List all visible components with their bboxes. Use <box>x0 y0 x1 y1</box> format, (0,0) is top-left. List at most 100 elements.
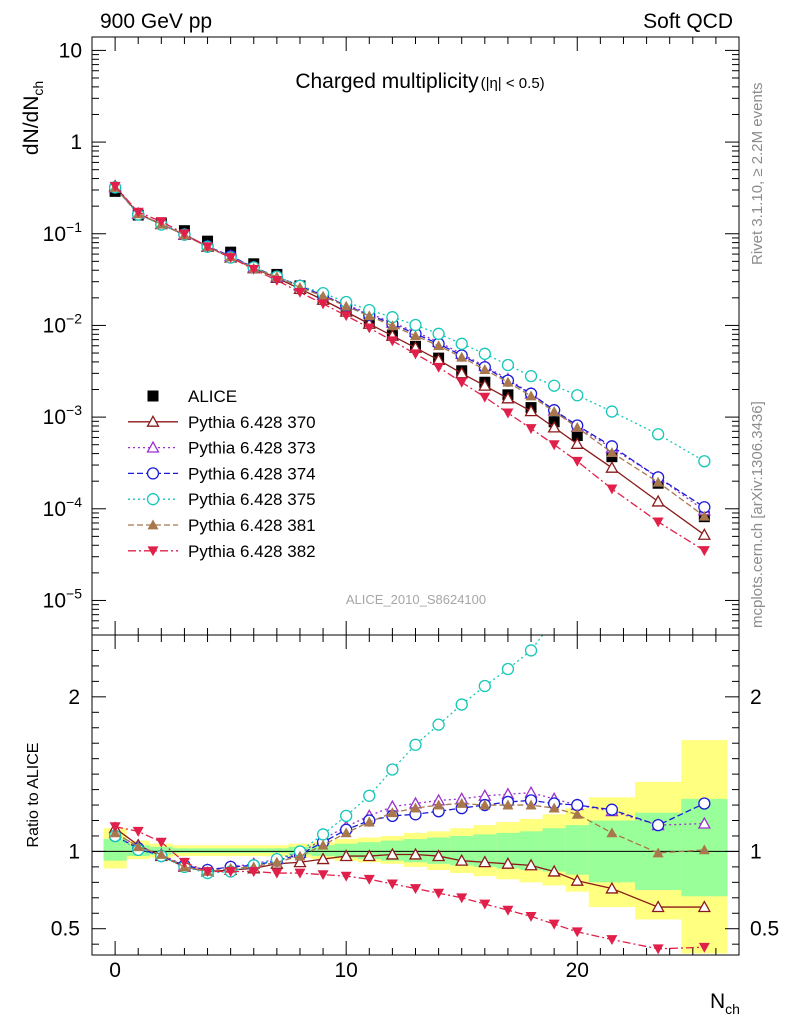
band-inner-bin <box>496 832 520 869</box>
ratio-point <box>225 867 237 878</box>
legend-item: Pythia 6.428 370 <box>128 413 316 432</box>
y-tick-label-exponent: −4 <box>66 494 82 510</box>
data-point <box>524 369 538 383</box>
y-tick-label-top: 10−1 <box>43 219 83 246</box>
data-point <box>571 430 583 442</box>
y-tick-label-top: 10−3 <box>43 402 83 429</box>
series-pythia-6-428-374 <box>108 181 711 514</box>
y-tick-label-exponent: −3 <box>66 402 82 418</box>
data-point <box>317 290 329 301</box>
x-axis-label-sub: ch <box>725 1001 740 1017</box>
ratio-point <box>478 855 492 868</box>
band-inner-bin <box>265 848 289 853</box>
ratio-point <box>202 867 214 878</box>
data-point <box>271 275 283 286</box>
band-inner-bin <box>473 834 497 867</box>
data-point <box>651 428 665 441</box>
y-tick-label-mantissa: 10 <box>43 406 66 429</box>
data-point <box>501 358 515 372</box>
ratio-point <box>652 944 664 955</box>
ratio-point <box>340 827 352 838</box>
ratio-point <box>524 858 538 871</box>
data-point <box>698 455 711 468</box>
ratio-point <box>109 827 121 838</box>
data-point <box>698 510 710 521</box>
data-point <box>433 340 445 351</box>
chart-title-suffix: (|η| < 0.5) <box>481 75 545 92</box>
y-tick-label-exponent: −5 <box>66 585 82 601</box>
legend-label: ALICE <box>188 387 237 406</box>
ratio-point <box>525 799 537 810</box>
data-point <box>432 327 445 340</box>
x-axis-label: Nch <box>710 990 740 1017</box>
data-point <box>386 336 398 347</box>
ratio-point <box>293 855 307 868</box>
y-tick-label-bottom-right: 2 <box>750 686 762 709</box>
y-tick-label-top: 1 <box>70 131 82 154</box>
ratio-point <box>294 850 306 861</box>
data-point <box>202 242 214 253</box>
data-point <box>363 310 375 321</box>
ratio-point <box>433 799 445 810</box>
y-tick-label-exponent: −1 <box>66 219 82 235</box>
y-tick-label-top: 10−4 <box>43 494 83 521</box>
data-point <box>178 229 190 240</box>
data-point <box>455 366 469 379</box>
x-tick-label: 10 <box>334 959 357 982</box>
data-point <box>410 330 421 341</box>
data-point <box>606 447 618 458</box>
legend-label: Pythia 6.428 382 <box>188 542 316 561</box>
data-point <box>571 422 583 432</box>
y-tick-label-mantissa: 10 <box>43 314 66 337</box>
y-tick-label-top: 10−2 <box>43 310 83 337</box>
ratio-point <box>363 874 375 885</box>
ratio-point <box>386 807 398 818</box>
data-point <box>340 300 352 311</box>
data-point <box>109 181 121 192</box>
y-tick-label-bottom-right: 1 <box>750 840 762 863</box>
legend-item: Pythia 6.428 374 <box>128 464 316 483</box>
series-line <box>114 187 705 517</box>
data-point <box>248 264 260 275</box>
ratio-point <box>699 382 710 393</box>
band-inner-bin <box>195 848 220 853</box>
data-point <box>409 318 422 332</box>
ratio-point <box>478 679 491 693</box>
legend-label: Pythia 6.428 374 <box>188 464 316 483</box>
ratio-point <box>572 575 583 586</box>
ratio-point <box>455 853 469 866</box>
y-tick-label-bottom: 1 <box>68 840 80 863</box>
ratio-point <box>547 864 561 877</box>
y-axis-label-top-sub: ch <box>30 81 46 96</box>
ratio-point <box>362 849 376 862</box>
y-tick-label-mantissa: 10 <box>43 589 66 612</box>
ratio-point <box>697 900 711 913</box>
ratio-point <box>248 867 260 878</box>
legend-item: Pythia 6.428 375 <box>128 490 316 509</box>
ratio-point <box>432 718 445 731</box>
ratio-point <box>363 789 376 802</box>
ratio-point <box>501 662 515 676</box>
ratio-point <box>524 644 538 657</box>
ratio-point <box>605 803 619 816</box>
y-axis-label-top: dN/dNch <box>20 81 46 155</box>
ratio-point <box>502 799 514 810</box>
y-tick-label-bottom: 0.5 <box>51 918 80 941</box>
data-point <box>570 437 584 449</box>
data-point <box>547 420 561 433</box>
legend-label: Pythia 6.428 375 <box>188 490 316 509</box>
ratio-point <box>501 856 515 869</box>
data-point <box>456 377 468 388</box>
ratio-point <box>340 871 352 882</box>
ratio-point <box>132 826 144 837</box>
data-point <box>501 391 515 404</box>
side-text-lower: mcplots.cern.ch [arXiv:1306.3436] <box>749 401 766 628</box>
ratio-point <box>698 797 711 810</box>
y-tick-label-exponent: −2 <box>66 310 82 326</box>
data-point <box>571 389 584 402</box>
top-panel-series <box>108 179 711 557</box>
legend-marker <box>147 390 159 402</box>
data-point <box>652 517 664 528</box>
